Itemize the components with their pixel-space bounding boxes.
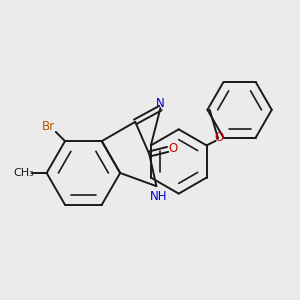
Text: Br: Br [42, 120, 56, 133]
Text: O: O [168, 142, 177, 155]
Text: CH₃: CH₃ [13, 168, 34, 178]
Text: O: O [214, 131, 224, 144]
Text: NH: NH [150, 190, 167, 203]
Text: N: N [156, 97, 165, 110]
